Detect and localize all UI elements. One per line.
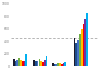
Bar	[84, 19, 86, 66]
Bar	[74, 38, 75, 66]
Bar	[64, 62, 66, 66]
Bar	[86, 13, 88, 66]
Bar	[54, 64, 55, 66]
Bar	[63, 63, 64, 66]
Bar	[61, 64, 62, 66]
Bar	[79, 34, 81, 66]
Bar	[57, 63, 59, 66]
Bar	[35, 61, 37, 66]
Bar	[16, 59, 18, 66]
Bar	[37, 61, 38, 66]
Bar	[59, 63, 61, 66]
Bar	[25, 54, 27, 66]
Bar	[42, 62, 44, 66]
Bar	[40, 61, 42, 66]
Bar	[83, 24, 84, 66]
Bar	[46, 56, 47, 66]
Bar	[18, 58, 20, 66]
Bar	[38, 59, 40, 66]
Bar	[33, 60, 35, 66]
Bar	[52, 63, 54, 66]
Bar	[77, 40, 79, 66]
Bar	[20, 60, 22, 66]
Bar	[75, 43, 77, 66]
Bar	[15, 61, 16, 66]
Bar	[44, 60, 46, 66]
Bar	[13, 59, 15, 66]
Bar	[81, 29, 82, 66]
Bar	[24, 61, 25, 66]
Bar	[55, 64, 57, 66]
Bar	[22, 61, 24, 66]
